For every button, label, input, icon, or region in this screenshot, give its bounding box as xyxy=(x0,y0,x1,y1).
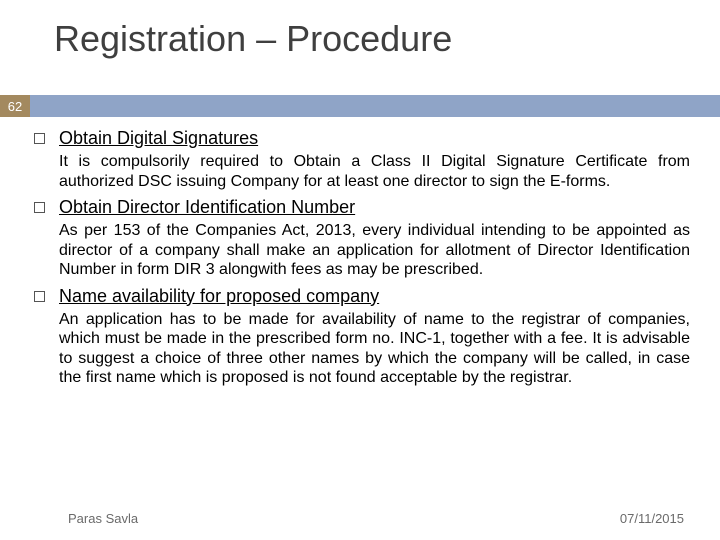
item-head: Obtain Digital Signatures xyxy=(34,128,690,149)
bullet-icon xyxy=(34,202,45,213)
item-head: Obtain Director Identification Number xyxy=(34,197,690,218)
content-area: Obtain Digital Signatures It is compulso… xyxy=(34,128,690,394)
page-number: 62 xyxy=(8,99,22,114)
item-head: Name availability for proposed company xyxy=(34,286,690,307)
item-title: Obtain Digital Signatures xyxy=(59,128,258,149)
footer-author: Paras Savla xyxy=(68,511,138,526)
footer-date: 07/11/2015 xyxy=(620,511,684,526)
list-item: Name availability for proposed company A… xyxy=(34,286,690,388)
item-body: As per 153 of the Companies Act, 2013, e… xyxy=(59,221,690,280)
bullet-icon xyxy=(34,291,45,302)
page-number-box: 62 xyxy=(0,95,30,117)
item-body: An application has to be made for availa… xyxy=(59,310,690,388)
list-item: Obtain Director Identification Number As… xyxy=(34,197,690,280)
item-title: Name availability for proposed company xyxy=(59,286,379,307)
item-title: Obtain Director Identification Number xyxy=(59,197,355,218)
header-band xyxy=(0,95,720,117)
item-body: It is compulsorily required to Obtain a … xyxy=(59,152,690,191)
bullet-icon xyxy=(34,133,45,144)
list-item: Obtain Digital Signatures It is compulso… xyxy=(34,128,690,191)
slide-title: Registration – Procedure xyxy=(54,18,452,60)
slide: Registration – Procedure 62 Obtain Digit… xyxy=(0,0,720,540)
